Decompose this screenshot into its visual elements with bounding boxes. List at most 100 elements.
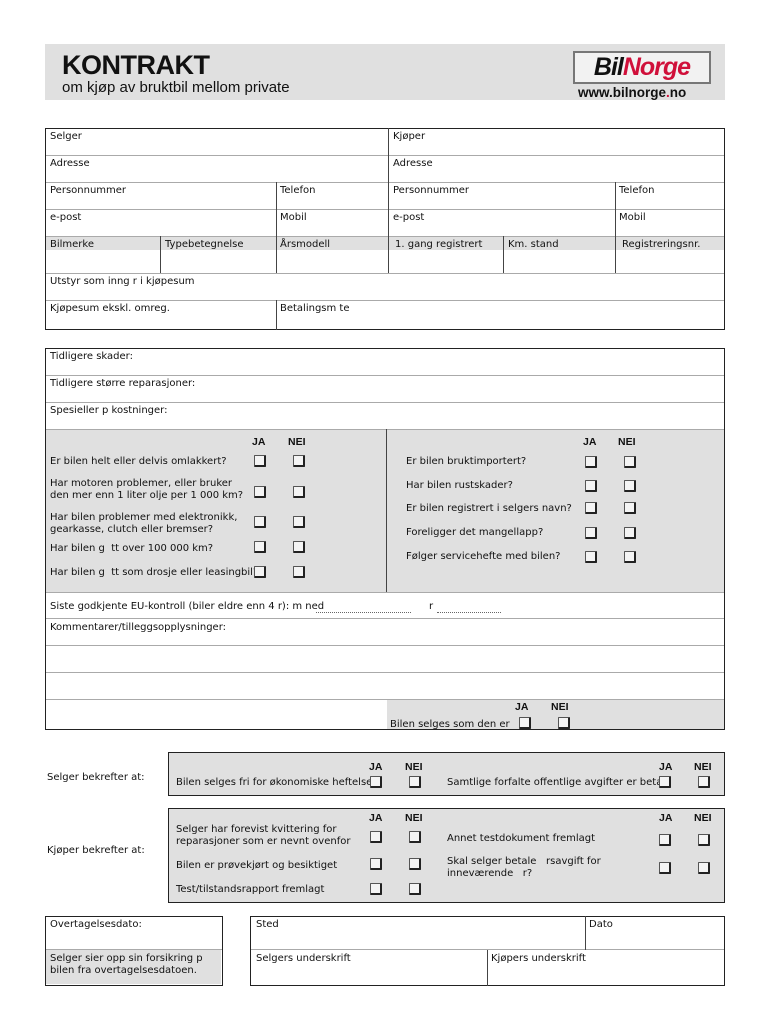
divider bbox=[487, 950, 488, 986]
checkbox[interactable] bbox=[370, 831, 382, 843]
nei-header: NEI bbox=[694, 812, 712, 824]
ja-header: JA bbox=[369, 812, 383, 824]
selger-item: Samtlige forfalte offentlige avgifter er… bbox=[447, 777, 670, 788]
selger-telefon-label: Telefon bbox=[280, 185, 316, 196]
checkbox[interactable] bbox=[585, 456, 597, 468]
checkbox[interactable] bbox=[659, 776, 671, 788]
divider bbox=[46, 592, 724, 593]
kjoper-item: Selger har forevist kvittering for repar… bbox=[176, 824, 351, 847]
checkbox[interactable] bbox=[254, 486, 266, 498]
checkbox[interactable] bbox=[293, 486, 305, 498]
nei-header: NEI bbox=[405, 812, 423, 824]
kjoper-epost-label: e-post bbox=[393, 212, 425, 223]
divider bbox=[46, 949, 222, 950]
checkbox[interactable] bbox=[624, 527, 636, 539]
vehicle-column-header: Registreringsnr. bbox=[622, 239, 701, 250]
forsikring-shade bbox=[46, 950, 221, 984]
kommentarer-label: Kommentarer/tilleggsopplysninger: bbox=[50, 622, 227, 633]
question-left: Er bilen helt eller delvis omlakkert? bbox=[50, 456, 227, 467]
page-title: KONTRAKT bbox=[62, 50, 210, 80]
divider bbox=[251, 949, 724, 950]
checkbox[interactable] bbox=[519, 717, 531, 729]
checkbox[interactable] bbox=[409, 831, 421, 843]
selger-field[interactable] bbox=[46, 140, 386, 154]
checkbox[interactable] bbox=[293, 455, 305, 467]
kjoper-field[interactable] bbox=[390, 140, 723, 154]
checkbox[interactable] bbox=[585, 480, 597, 492]
divider bbox=[46, 618, 724, 619]
party-table bbox=[45, 128, 725, 330]
checkbox[interactable] bbox=[370, 883, 382, 895]
checkbox[interactable] bbox=[254, 541, 266, 553]
divider bbox=[46, 672, 724, 673]
vehicle-column-header: Typebetegnelse bbox=[165, 239, 244, 250]
selges-som-den-er-label: Bilen selges som den er bbox=[390, 719, 510, 730]
checkbox[interactable] bbox=[254, 566, 266, 578]
checkbox[interactable] bbox=[698, 776, 710, 788]
logo-part2: Norge bbox=[622, 53, 691, 81]
kjoper-underskrift-label: Kjøpers underskrift bbox=[491, 953, 586, 964]
vehicle-condition-table bbox=[45, 348, 725, 730]
checkbox[interactable] bbox=[698, 862, 710, 874]
checkbox[interactable] bbox=[624, 502, 636, 514]
checkbox[interactable] bbox=[585, 502, 597, 514]
checkbox[interactable] bbox=[585, 551, 597, 563]
sted-label: Sted bbox=[256, 919, 279, 930]
eu-year-field[interactable] bbox=[437, 612, 501, 614]
selger-underskrift-label: Selgers underskrift bbox=[256, 953, 351, 964]
checkbox[interactable] bbox=[624, 456, 636, 468]
divider bbox=[585, 916, 586, 950]
checkbox[interactable] bbox=[409, 858, 421, 870]
divider bbox=[276, 300, 277, 330]
checkbox[interactable] bbox=[624, 480, 636, 492]
selger-bekrefter-box bbox=[168, 752, 725, 796]
url-dot: . bbox=[666, 85, 670, 100]
kjoper-item: Bilen er prøvekjørt og besiktiget bbox=[176, 860, 338, 871]
question-right: Foreligger det mangellapp? bbox=[406, 527, 544, 538]
question-left: Har bilen problemer med elektronikk, gea… bbox=[50, 512, 238, 535]
kjoper-bekrefter-box bbox=[168, 808, 725, 903]
checkbox[interactable] bbox=[254, 455, 266, 467]
checkbox[interactable] bbox=[293, 541, 305, 553]
kjoper-telefon-label: Telefon bbox=[619, 185, 655, 196]
checkbox[interactable] bbox=[254, 516, 266, 528]
kjopesum-label: Kjøpesum ekskl. omreg. bbox=[50, 303, 170, 314]
selger-item: Bilen selges fri for økonomiske heftelse… bbox=[176, 777, 377, 788]
selger-bekrefter-label: Selger bekrefter at: bbox=[47, 772, 145, 783]
question-right: Er bilen bruktimportert? bbox=[406, 456, 527, 467]
checkbox[interactable] bbox=[659, 834, 671, 846]
questions-shade bbox=[46, 429, 724, 592]
checkbox[interactable] bbox=[698, 834, 710, 846]
website-link[interactable]: www.bilnorge.no bbox=[578, 85, 686, 100]
divider bbox=[160, 236, 161, 273]
nei-header: NEI bbox=[288, 436, 306, 448]
checkbox[interactable] bbox=[370, 776, 382, 788]
checkbox[interactable] bbox=[370, 858, 382, 870]
selger-adresse-label: Adresse bbox=[50, 158, 90, 169]
eu-month-field[interactable] bbox=[316, 612, 411, 614]
kjoper-item: Test/tilstandsrapport fremlagt bbox=[176, 884, 325, 895]
checkbox[interactable] bbox=[293, 516, 305, 528]
spesielle-kostnader-label: Spesieller p kostninger: bbox=[50, 405, 168, 416]
divider bbox=[46, 699, 724, 700]
divider bbox=[388, 128, 389, 273]
vehicle-column-header: Km. stand bbox=[508, 239, 559, 250]
kjoper-adresse-label: Adresse bbox=[393, 158, 433, 169]
vehicle-header-shade bbox=[46, 236, 724, 250]
checkbox[interactable] bbox=[585, 527, 597, 539]
checkbox[interactable] bbox=[659, 862, 671, 874]
checkbox[interactable] bbox=[558, 717, 570, 729]
checkbox[interactable] bbox=[293, 566, 305, 578]
divider bbox=[46, 273, 724, 274]
divider bbox=[386, 429, 387, 592]
ja-header: JA bbox=[583, 436, 597, 448]
divider bbox=[46, 402, 724, 403]
checkbox[interactable] bbox=[409, 776, 421, 788]
checkbox[interactable] bbox=[409, 883, 421, 895]
checkbox[interactable] bbox=[624, 551, 636, 563]
divider bbox=[46, 375, 724, 376]
divider bbox=[46, 300, 724, 301]
kjoper-personnummer-label: Personnummer bbox=[393, 185, 470, 196]
question-left: Har motoren problemer, eller bruker den … bbox=[50, 478, 244, 501]
kjoper-bekrefter-label: Kjøper bekrefter at: bbox=[47, 845, 145, 856]
